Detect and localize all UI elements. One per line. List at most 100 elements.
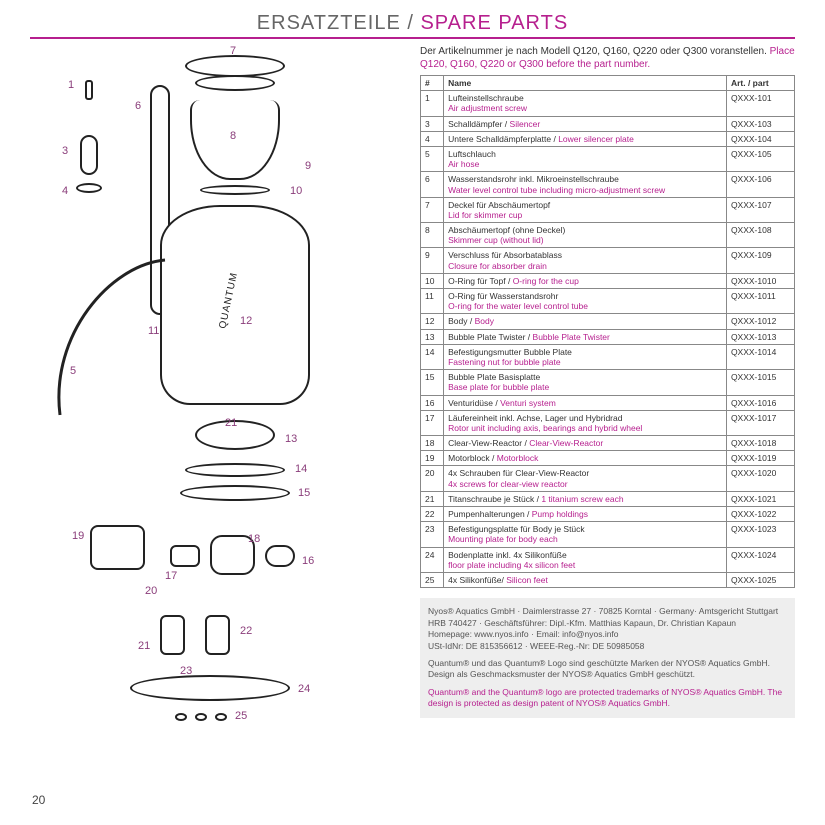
cell-name: O-Ring für WasserstandsrohrO-ring for th… <box>444 289 727 314</box>
table-row: 23Befestigungsplatte für Body je StückMo… <box>421 522 795 547</box>
cell-num: 14 <box>421 344 444 369</box>
table-row: 4Untere Schalldämpferplatte / Lower sile… <box>421 131 795 146</box>
table-row: 8Abschäumertopf (ohne Deckel)Skimmer cup… <box>421 223 795 248</box>
exploded-diagram: QUANTUM 1 3 4 5 6 7 8 <box>30 45 410 765</box>
cell-art: QXXX-1018 <box>726 436 794 451</box>
cell-num: 5 <box>421 146 444 171</box>
footer-box: Nyos® Aquatics GmbH · Daimlerstrasse 27 … <box>420 598 795 718</box>
cell-art: QXXX-1013 <box>726 329 794 344</box>
cell-art: QXXX-1010 <box>726 273 794 288</box>
callout-13: 13 <box>285 433 297 445</box>
table-row: 13Bubble Plate Twister / Bubble Plate Tw… <box>421 329 795 344</box>
cell-name: Wasserstandsrohr inkl. Mikroeinstellschr… <box>444 172 727 197</box>
table-row: 254x Silikonfüße/ Silicon feetQXXX-1025 <box>421 572 795 587</box>
table-row: 16Venturidüse / Venturi systemQXXX-1016 <box>421 395 795 410</box>
th-num: # <box>421 76 444 91</box>
footer-line1: Nyos® Aquatics GmbH · Daimlerstrasse 27 … <box>428 606 787 629</box>
cell-art: QXXX-1012 <box>726 314 794 329</box>
cell-art: QXXX-1022 <box>726 507 794 522</box>
cell-name: 4x Schrauben für Clear-View-Reactor4x sc… <box>444 466 727 491</box>
callout-15: 15 <box>298 487 310 499</box>
callout-1: 1 <box>68 79 74 91</box>
table-row: 18Clear-View-Reactor / Clear-View-Reacto… <box>421 436 795 451</box>
callout-4: 4 <box>62 185 68 197</box>
cell-name: Schalldämpfer / Silencer <box>444 116 727 131</box>
parts-column: Der Artikelnummer je nach Modell Q120, Q… <box>420 45 795 765</box>
cell-name: Abschäumertopf (ohne Deckel)Skimmer cup … <box>444 223 727 248</box>
cell-name: Bubble Plate Twister / Bubble Plate Twis… <box>444 329 727 344</box>
cell-num: 9 <box>421 248 444 273</box>
cell-num: 8 <box>421 223 444 248</box>
cell-num: 3 <box>421 116 444 131</box>
footer-line4de: Quantum® und das Quantum® Logo sind gesc… <box>428 658 787 681</box>
cell-name: Verschluss für AbsorbatablassClosure for… <box>444 248 727 273</box>
cell-num: 17 <box>421 410 444 435</box>
callout-21b: 21 <box>138 640 150 652</box>
page-number: 20 <box>32 793 45 807</box>
cell-art: QXXX-107 <box>726 197 794 222</box>
cell-name: Bubble Plate BasisplatteBase plate for b… <box>444 370 727 395</box>
cell-name: O-Ring für Topf / O-ring for the cup <box>444 273 727 288</box>
cell-name: Untere Schalldämpferplatte / Lower silen… <box>444 131 727 146</box>
cell-art: QXXX-1021 <box>726 491 794 506</box>
table-row: 7Deckel für AbschäumertopfLid for skimme… <box>421 197 795 222</box>
page-title: ERSATZTEILE / SPARE PARTS <box>30 0 795 39</box>
diagram-holder-1 <box>160 615 185 655</box>
cell-num: 18 <box>421 436 444 451</box>
callout-17: 17 <box>165 570 177 582</box>
callout-8: 8 <box>230 130 236 142</box>
diagram-screw <box>85 80 93 100</box>
cell-num: 22 <box>421 507 444 522</box>
cell-num: 15 <box>421 370 444 395</box>
callout-5: 5 <box>70 365 76 377</box>
cell-art: QXXX-1023 <box>726 522 794 547</box>
cell-art: QXXX-1019 <box>726 451 794 466</box>
table-row: 19Motorblock / MotorblockQXXX-1019 <box>421 451 795 466</box>
cell-art: QXXX-106 <box>726 172 794 197</box>
cell-name: Body / Body <box>444 314 727 329</box>
table-row: 17Läufereinheit inkl. Achse, Lager und H… <box>421 410 795 435</box>
cell-num: 12 <box>421 314 444 329</box>
footer-line2: Homepage: www.nyos.info · Email: info@ny… <box>428 629 787 640</box>
callout-14: 14 <box>295 463 307 475</box>
cell-art: QXXX-1015 <box>726 370 794 395</box>
cell-art: QXXX-1017 <box>726 410 794 435</box>
callout-16: 16 <box>302 555 314 567</box>
table-row: 6Wasserstandsrohr inkl. Mikroeinstellsch… <box>421 172 795 197</box>
table-row: 11O-Ring für WasserstandsrohrO-ring for … <box>421 289 795 314</box>
parts-table: # Name Art. / part 1Lufteinstellschraube… <box>420 75 795 588</box>
callout-21a: 21 <box>225 417 237 429</box>
cell-name: Motorblock / Motorblock <box>444 451 727 466</box>
callout-10: 10 <box>290 185 302 197</box>
callout-24: 24 <box>298 683 310 695</box>
cell-num: 13 <box>421 329 444 344</box>
callout-25: 25 <box>235 710 247 722</box>
diagram-holder-2 <box>205 615 230 655</box>
table-row: 3Schalldämpfer / SilencerQXXX-103 <box>421 116 795 131</box>
callout-23: 23 <box>180 665 192 677</box>
diagram-venturi <box>265 545 295 567</box>
cell-num: 25 <box>421 572 444 587</box>
cell-art: QXXX-1014 <box>726 344 794 369</box>
title-en: SPARE PARTS <box>420 12 568 34</box>
cell-name: LuftschlauchAir hose <box>444 146 727 171</box>
table-row: 24Bodenplatte inkl. 4x Silikonfüßefloor … <box>421 547 795 572</box>
diagram-body <box>160 205 310 405</box>
cell-art: QXXX-1016 <box>726 395 794 410</box>
cell-art: QXXX-103 <box>726 116 794 131</box>
cell-art: QXXX-105 <box>726 146 794 171</box>
cell-art: QXXX-1011 <box>726 289 794 314</box>
cell-name: Befestigungsmutter Bubble PlateFastening… <box>444 344 727 369</box>
diagram-lid <box>185 55 285 77</box>
cell-name: LufteinstellschraubeAir adjustment screw <box>444 91 727 116</box>
cell-name: Titanschraube je Stück / 1 titanium scre… <box>444 491 727 506</box>
cell-num: 4 <box>421 131 444 146</box>
cell-num: 11 <box>421 289 444 314</box>
th-name: Name <box>444 76 727 91</box>
callout-20: 20 <box>145 585 157 597</box>
table-row: 9Verschluss für AbsorbatablassClosure fo… <box>421 248 795 273</box>
callout-12: 12 <box>240 315 252 327</box>
table-row: 22Pumpenhalterungen / Pump holdingsQXXX-… <box>421 507 795 522</box>
cell-name: Pumpenhalterungen / Pump holdings <box>444 507 727 522</box>
cell-num: 24 <box>421 547 444 572</box>
